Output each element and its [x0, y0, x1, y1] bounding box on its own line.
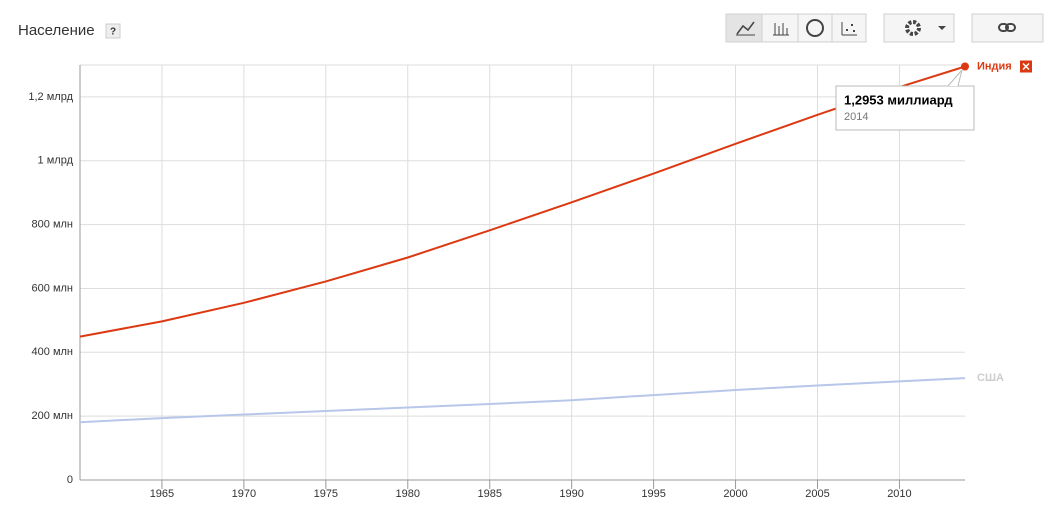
tooltip-year: 2014 [844, 111, 868, 123]
series-line [79, 65, 966, 338]
bar-icon [773, 23, 789, 36]
line-icon [736, 21, 755, 35]
scatter-icon [841, 22, 857, 36]
dropdown-arrow [938, 26, 946, 30]
series-label: США [977, 372, 1004, 384]
tooltip-pointer [947, 69, 963, 87]
y-tick-label: 400 млн [32, 346, 73, 358]
y-tick-label: 200 млн [32, 410, 73, 422]
gear-icon [905, 20, 921, 36]
bar-chart-button[interactable] [761, 13, 799, 43]
highlight-point [961, 62, 969, 71]
x-tick-label: 1980 [396, 488, 420, 500]
scatter-button[interactable] [831, 13, 867, 43]
series-line [79, 377, 966, 424]
x-tick-label: 2010 [887, 488, 911, 500]
series-label: Индия [977, 60, 1012, 72]
link-icon [998, 23, 1009, 32]
scatter-dot [846, 29, 848, 31]
globe-icon [806, 19, 824, 37]
plot-area: 0 200 млн 400 млн 600 млн 800 млн 1 млрд 1,2 м… [28, 60, 1032, 500]
x-tick-label: 2005 [805, 488, 829, 500]
x-tick-label: 1975 [314, 488, 338, 500]
link-icon [1005, 23, 1016, 32]
x-tick-label: 1970 [232, 488, 256, 500]
chart-title: Население [18, 22, 95, 39]
y-tick-label: 1,2 млрд [28, 91, 73, 103]
toolbar [725, 13, 1044, 43]
help-box[interactable] [105, 23, 121, 39]
tooltip: 1,2953 миллиард 2014 [835, 69, 975, 131]
y-tick-label: 1 млрд [38, 155, 74, 167]
y-tick-label: 800 млн [32, 219, 73, 231]
x-tick-label: 1985 [477, 488, 501, 500]
line-chart-button[interactable] [725, 13, 763, 43]
map-button[interactable] [797, 13, 833, 43]
x-tick-label: 1990 [559, 488, 583, 500]
x-tick-label: 2000 [723, 488, 747, 500]
tooltip-box [835, 85, 975, 131]
y-tick-label: 0 [67, 474, 73, 486]
x-tick-label: 1995 [641, 488, 665, 500]
y-tick-label: 600 млн [32, 282, 73, 294]
x-tick-label: 1965 [150, 488, 174, 500]
scatter-dot [853, 30, 855, 32]
tooltip-value: 1,2953 миллиард [844, 92, 953, 107]
remove-icon [1022, 62, 1030, 71]
scatter-dot [851, 24, 853, 26]
help-icon[interactable]: ? [110, 27, 116, 38]
